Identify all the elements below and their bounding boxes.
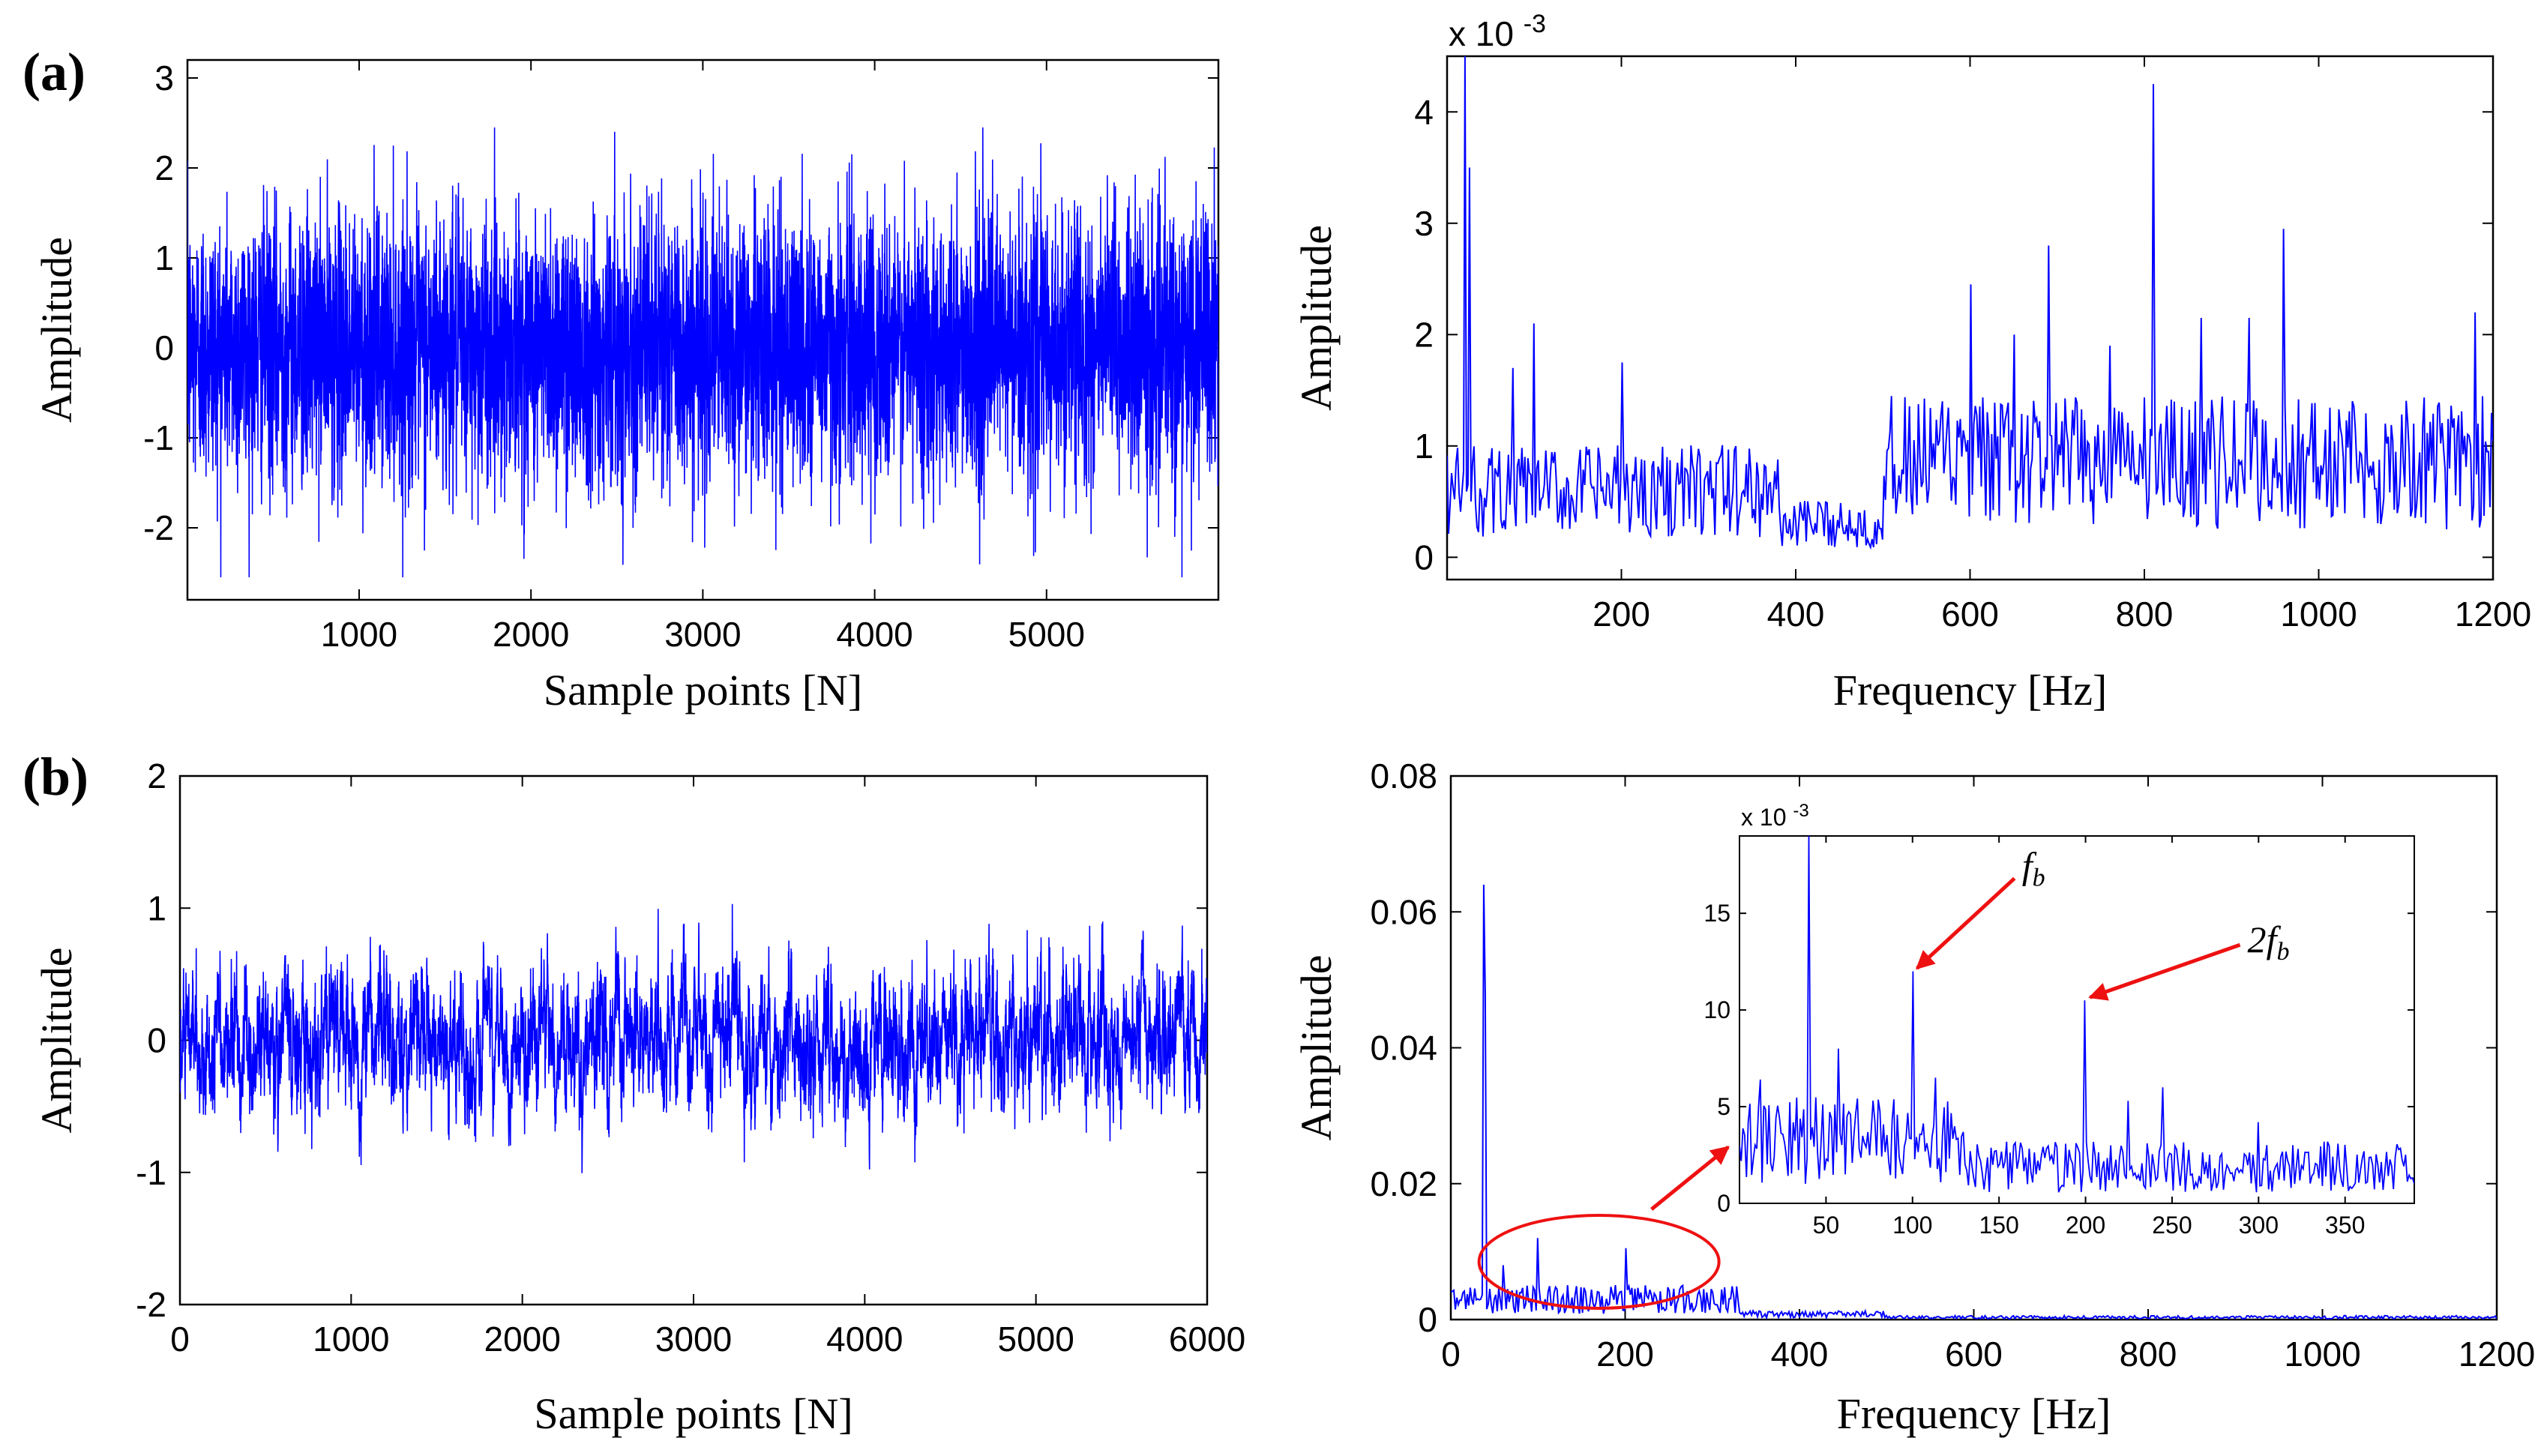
a-spectrum-series-line (1447, 56, 2493, 550)
b-time-xtick-label: 3000 (655, 1320, 732, 1359)
chart-a-time: 1000 2000 3000 4000 5000 -2 -1 0 1 2 3 Sample point… (32, 58, 1220, 715)
a-spectrum-ytick-label: 1 (1414, 427, 1434, 466)
b-inset-ytick-label: 5 (1717, 1093, 1730, 1120)
a-time-xtick-label: 4000 (836, 615, 912, 654)
a-time-ytick-label: 0 (154, 328, 174, 367)
b-spectrum-xtick-label: 400 (1771, 1335, 1829, 1374)
a-spectrum-ytick-label: 2 (1414, 315, 1434, 354)
zoom-ellipse (1477, 1213, 1721, 1310)
a-time-xtick-label: 3000 (664, 615, 741, 654)
a-spectrum-y-multiplier: x 10 -3 (1449, 10, 1546, 53)
a-spectrum-ytick-label: 4 (1414, 92, 1434, 131)
a-time-xtick-label: 2000 (493, 615, 569, 654)
a-time-ytick-label: -1 (143, 418, 174, 457)
chart-b-time: 0 1000 2000 3000 4000 5000 6000 -2 -1 0 1 2 Sample p… (32, 756, 1245, 1438)
b-spectrum-ytick-label: 0.06 (1370, 892, 1437, 931)
b-time-xtick-label: 1000 (313, 1320, 389, 1359)
b-spectrum-xtick-label: 200 (1596, 1335, 1654, 1374)
a-spectrum-ytick-label: 3 (1414, 204, 1434, 243)
b-spectrum-ytick-label: 0.08 (1370, 756, 1437, 795)
a-spectrum-xtick-label: 400 (1767, 595, 1825, 634)
b-time-xtick-label: 0 (170, 1320, 190, 1359)
b-time-ytick-label: 0 (147, 1021, 166, 1060)
annotation-arrow (2088, 942, 2241, 1001)
a-time-series-line (187, 127, 1218, 578)
b-spectrum-ytick-label: 0 (1418, 1300, 1437, 1339)
a-time-xlabel: Sample points [N] (544, 666, 862, 715)
a-time-ytick-label: -2 (143, 508, 174, 547)
b-spectrum-xtick-label: 1200 (2459, 1335, 2535, 1374)
b-spectrum-ylabel: Amplitude (1292, 954, 1341, 1140)
b-time-xtick-label: 2000 (484, 1320, 560, 1359)
b-inset-xtick-label: 50 (1813, 1212, 1840, 1239)
panel-label-b: (b) (22, 747, 88, 807)
b-inset-xtick-label: 100 (1892, 1212, 1932, 1239)
b-inset-xtick-label: 150 (1979, 1212, 2018, 1239)
b-time-ytick-label: 2 (147, 756, 166, 795)
b-inset-ytick-label: 10 (1703, 996, 1730, 1023)
b-time-ytick-label: 1 (147, 888, 166, 927)
a-spectrum-xtick-label: 600 (1941, 595, 1999, 634)
b-spectrum-xlabel: Frequency [Hz] (1837, 1389, 2111, 1438)
b-inset-ytick-label: 0 (1717, 1190, 1730, 1217)
b-spectrum-series-line (1451, 884, 2497, 1320)
b-inset-series-line (1739, 836, 2414, 1193)
b-inset-xtick-label: 350 (2325, 1212, 2365, 1239)
b-inset-xtick-label: 300 (2239, 1212, 2279, 1239)
annotation-label-sub: b (2276, 938, 2289, 966)
b-time-xlabel: Sample points [N] (534, 1389, 852, 1438)
b-spectrum-ytick-label: 0.02 (1370, 1164, 1437, 1203)
a-spectrum-ylabel: Amplitude (1292, 225, 1341, 411)
b-spectrum-ytick-label: 0.04 (1370, 1029, 1437, 1068)
a-spectrum-xlabel: Frequency [Hz] (1833, 666, 2108, 715)
b-spectrum-xtick-label: 800 (2120, 1335, 2177, 1374)
annotation-arrow (1915, 876, 2016, 970)
b-time-ytick-label: -2 (136, 1285, 166, 1324)
b-inset-xtick-label: 250 (2152, 1212, 2192, 1239)
a-time-ytick-label: 2 (154, 148, 174, 187)
zoom-annotation (1477, 1146, 1730, 1310)
b-time-series-line (180, 903, 1207, 1173)
zoom-arrow (1650, 1146, 1730, 1211)
a-spectrum-xtick-label: 1200 (2455, 595, 2531, 634)
a-time-xtick-label: 1000 (321, 615, 397, 654)
b-inset-ytick-label: 15 (1703, 900, 1730, 927)
a-spectrum-xtick-label: 200 (1593, 595, 1650, 634)
b-inset-y-multiplier-exp: -3 (1793, 801, 1808, 821)
a-spectrum-y-multiplier-exp: -3 (1524, 10, 1546, 38)
panel-label-a: (a) (22, 42, 85, 102)
a-spectrum-ytick-label: 0 (1414, 538, 1434, 577)
b-spectrum-xtick-label: 1000 (2284, 1335, 2360, 1374)
a-time-ytick-label: 1 (154, 238, 174, 277)
a-spectrum-xtick-label: 1000 (2280, 595, 2357, 634)
a-spectrum-xtick-label: 800 (2116, 595, 2174, 634)
b-time-xtick-label: 4000 (826, 1320, 903, 1359)
b-time-ytick-label: -1 (136, 1153, 166, 1192)
b-time-ylabel: Amplitude (32, 947, 81, 1133)
b-spectrum-xtick-label: 600 (1945, 1335, 2003, 1374)
b-spectrum-xtick-label: 0 (1441, 1335, 1461, 1374)
b-time-xtick-label: 5000 (997, 1320, 1074, 1359)
a-time-ylabel: Amplitude (32, 237, 81, 423)
chart-a-spectrum: 200 400 600 800 1000 1200 0 1 2 3 4 Frequency [Hz] A… (1292, 10, 2531, 715)
annotation-label-sub: b (2033, 864, 2045, 892)
b-inset-plot-frame (1739, 835, 2415, 1204)
b-inset-xtick-label: 200 (2066, 1212, 2105, 1239)
a-time-ytick-label: 3 (154, 58, 174, 97)
b-time-xtick-label: 6000 (1169, 1320, 1245, 1359)
a-time-xtick-label: 5000 (1008, 615, 1085, 654)
